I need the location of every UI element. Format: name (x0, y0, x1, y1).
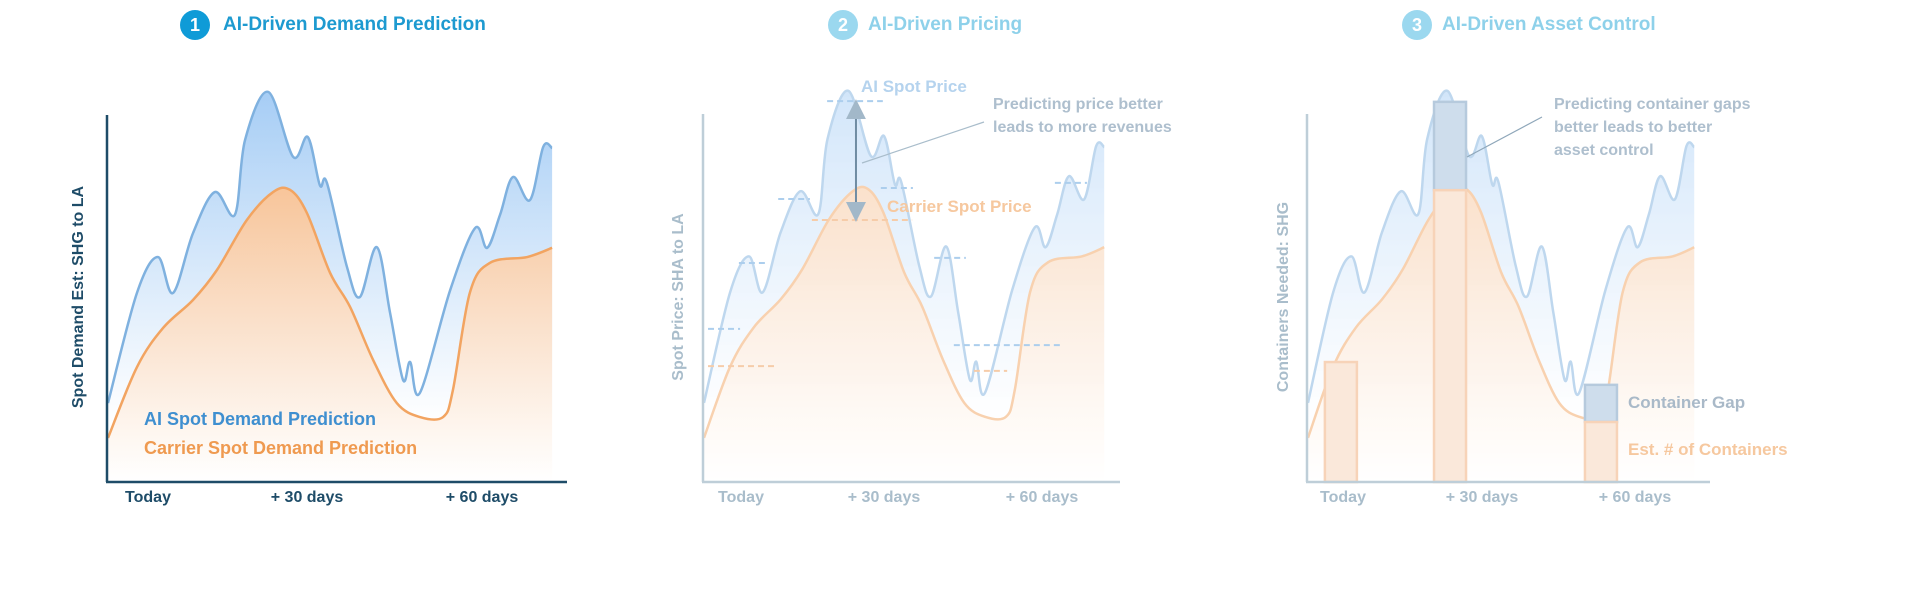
ai-series-line (1306, 89, 1696, 404)
step-number: 3 (1411, 14, 1422, 35)
ai-series-line (106, 90, 553, 404)
label-ai-spot-price: AI Spot Price (861, 77, 967, 96)
pricing-annotation-leader (861, 121, 985, 164)
legend-ai: AI Spot Demand Prediction (144, 409, 377, 429)
label-container-gap: Container Gap (1628, 393, 1746, 412)
panel-asset-chart (1305, 89, 1710, 484)
x-tick-today: Today (125, 489, 171, 506)
y-axis-label: Containers Needed: SHG (1275, 201, 1292, 393)
step-number: 1 (189, 14, 200, 35)
panel-demand-chart (105, 90, 567, 484)
label-est-containers: Est. # of Containers (1628, 440, 1788, 459)
y-axis-label: Spot Demand Est: SHG to LA (70, 185, 87, 409)
step-badge-2: 2 (828, 10, 858, 40)
ai-series-line (702, 89, 1105, 404)
container-gap-bar (1432, 100, 1468, 192)
carrier-series-area (1308, 186, 1695, 482)
x-tick-today: Today (1320, 489, 1366, 506)
container-gap-bar (1583, 383, 1619, 424)
annotations (845, 99, 1543, 222)
x-tick-30: + 30 days (270, 489, 344, 506)
label-carrier-spot-price: Carrier Spot Price (887, 197, 1032, 216)
step-badge-3: 3 (1402, 10, 1432, 40)
panel-title-demand: AI-Driven Demand Prediction (223, 14, 486, 35)
step-number: 2 (837, 14, 848, 35)
x-tick-30: + 30 days (1445, 489, 1519, 506)
x-tick-60: + 60 days (1598, 489, 1672, 506)
carrier-series-line (1306, 185, 1695, 439)
x-tick-today: Today (718, 489, 764, 506)
x-tick-30: + 30 days (847, 489, 921, 506)
asset-annotation: Predicting container gaps better leads t… (1554, 96, 1751, 159)
panel-title-pricing: AI-Driven Pricing (868, 14, 1023, 35)
panel-title-asset: AI-Driven Asset Control (1442, 14, 1656, 35)
x-tick-60: + 60 days (445, 489, 519, 506)
est-containers-bar (1323, 360, 1359, 484)
step-badge-1: 1 (180, 10, 210, 40)
panel-pricing-chart (701, 89, 1120, 484)
legend-carrier: Carrier Spot Demand Prediction (144, 438, 418, 458)
carrier-series-area (108, 187, 553, 482)
est-containers-bar (1583, 420, 1619, 484)
asset-annotation-leader (1466, 116, 1543, 158)
carrier-series-line (702, 185, 1105, 439)
est-containers-bar (1432, 188, 1468, 484)
carrier-series-line (106, 186, 553, 439)
pricing-annotation: Predicting price better leads to more re… (993, 96, 1172, 136)
x-tick-60: + 60 days (1005, 489, 1079, 506)
carrier-series-area (704, 186, 1105, 482)
y-axis-label: Spot Price: SHA to LA (670, 213, 687, 381)
